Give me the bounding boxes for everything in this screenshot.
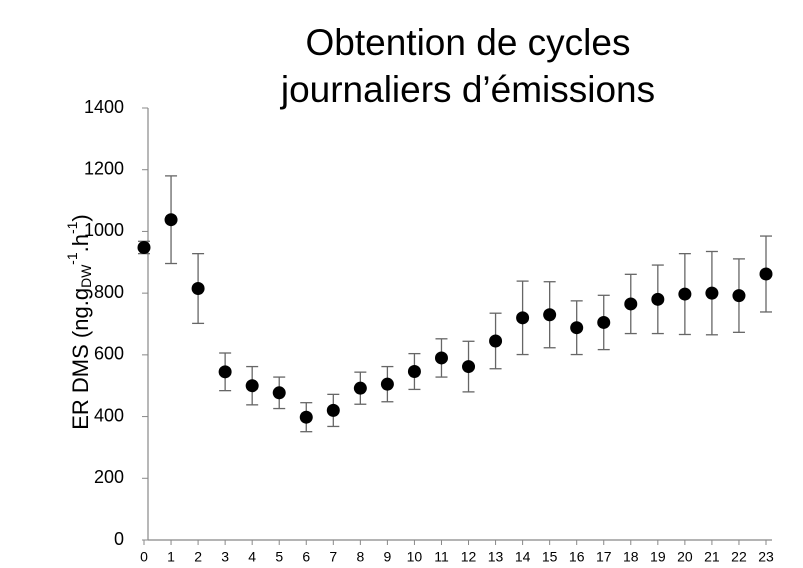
point	[164, 213, 178, 227]
x-tick-label: 13	[488, 549, 504, 565]
y-label-sub: DW	[78, 264, 94, 288]
point	[732, 289, 746, 303]
point	[705, 286, 719, 300]
point	[678, 287, 692, 301]
point	[624, 297, 638, 311]
point	[407, 365, 421, 379]
y-axis-label: ER DMS (ng.gDW-1.h-1)	[64, 214, 94, 430]
y-tick-label: 600	[94, 344, 124, 364]
chart-title: journaliers d’émissions	[280, 69, 655, 110]
y-tick-label: 400	[94, 405, 124, 425]
y-tick-label: 0	[114, 529, 124, 549]
x-tick-label: 4	[248, 549, 256, 565]
x-tick-label: 6	[302, 549, 310, 565]
point	[516, 311, 530, 325]
point	[651, 292, 665, 306]
chart-title: Obtention de cycles	[306, 22, 631, 63]
x-tick-label: 18	[623, 549, 639, 565]
point	[597, 315, 611, 329]
y-label-sup: -1	[64, 252, 80, 265]
x-tick-label: 5	[275, 549, 283, 565]
x-tick-label: 10	[407, 549, 423, 565]
point	[299, 410, 313, 424]
x-tick-label: 14	[515, 549, 531, 565]
x-tick-label: 15	[542, 549, 558, 565]
x-tick-label: 3	[221, 549, 229, 565]
x-tick-label: 16	[569, 549, 585, 565]
x-tick-label: 22	[731, 549, 747, 565]
y-tick-label: 1000	[84, 220, 124, 240]
y-label-part: ER DMS (ng.g	[68, 288, 93, 430]
x-tick-label: 23	[758, 549, 774, 565]
x-tick-label: 19	[650, 549, 666, 565]
point	[489, 334, 503, 348]
y-tick-label: 1200	[84, 158, 124, 178]
point	[570, 321, 584, 335]
point	[137, 240, 151, 254]
x-tick-label: 21	[704, 549, 720, 565]
x-tick-label: 11	[434, 549, 449, 565]
point	[191, 282, 205, 296]
x-tick-label: 17	[596, 549, 612, 565]
y-tick-label: 1400	[84, 97, 124, 117]
point	[462, 360, 476, 374]
x-tick-label: 1	[167, 549, 175, 565]
x-tick-label: 20	[677, 549, 693, 565]
point	[326, 403, 340, 417]
point	[272, 386, 286, 400]
point	[543, 308, 557, 322]
y-label-sup: -1	[64, 221, 80, 234]
x-tick-label: 9	[383, 549, 391, 565]
point	[353, 381, 367, 395]
y-tick-label: 800	[94, 282, 124, 302]
x-tick-label: 0	[140, 549, 148, 565]
x-tick-label: 7	[329, 549, 337, 565]
x-tick-label: 12	[461, 549, 477, 565]
point	[218, 365, 232, 379]
y-label-part: )	[68, 214, 93, 221]
y-tick-label: 200	[94, 467, 124, 487]
point	[245, 379, 259, 393]
point	[759, 267, 773, 281]
x-tick-label: 8	[356, 549, 364, 565]
x-tick-label: 2	[194, 549, 202, 565]
y-label-part: .h	[68, 234, 93, 252]
point	[434, 351, 448, 365]
point	[380, 377, 394, 391]
